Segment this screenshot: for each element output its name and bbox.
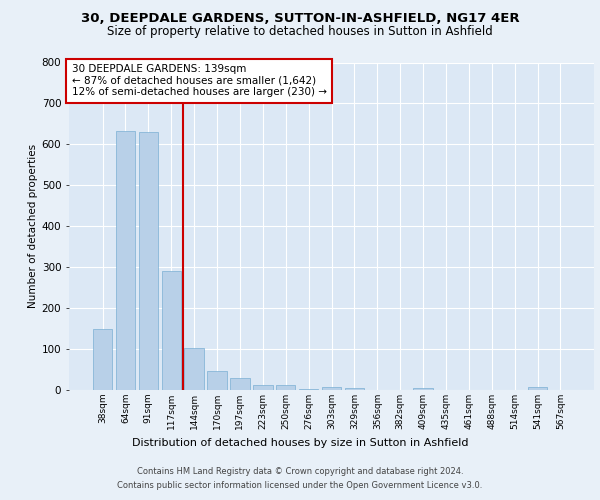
Bar	[116, 132, 135, 390]
Text: Size of property relative to detached houses in Sutton in Ashfield: Size of property relative to detached ho…	[107, 25, 493, 38]
Bar	[139, 132, 158, 390]
Bar	[413, 388, 433, 390]
Bar	[344, 388, 364, 390]
Text: Distribution of detached houses by size in Sutton in Ashfield: Distribution of detached houses by size …	[132, 438, 468, 448]
Bar	[528, 386, 547, 390]
Bar	[230, 378, 250, 390]
Bar	[184, 348, 204, 390]
Text: Contains HM Land Registry data © Crown copyright and database right 2024.: Contains HM Land Registry data © Crown c…	[137, 468, 463, 476]
Bar	[161, 272, 181, 390]
Bar	[299, 389, 319, 390]
Y-axis label: Number of detached properties: Number of detached properties	[28, 144, 38, 308]
Bar	[93, 328, 112, 390]
Bar	[208, 371, 227, 390]
Text: Contains public sector information licensed under the Open Government Licence v3: Contains public sector information licen…	[118, 481, 482, 490]
Bar	[253, 385, 272, 390]
Text: 30 DEEPDALE GARDENS: 139sqm
← 87% of detached houses are smaller (1,642)
12% of : 30 DEEPDALE GARDENS: 139sqm ← 87% of det…	[71, 64, 326, 98]
Bar	[322, 386, 341, 390]
Bar	[276, 386, 295, 390]
Text: 30, DEEPDALE GARDENS, SUTTON-IN-ASHFIELD, NG17 4ER: 30, DEEPDALE GARDENS, SUTTON-IN-ASHFIELD…	[80, 12, 520, 26]
